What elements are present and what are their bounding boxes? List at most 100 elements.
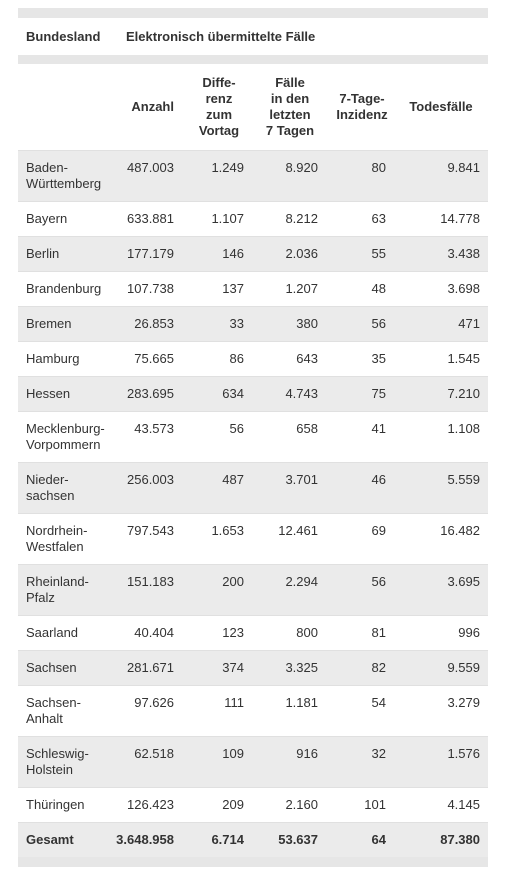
cell-value: 86 [182, 341, 252, 377]
state-name: Gesamt [18, 822, 112, 857]
cell-value: 3.695 [394, 564, 488, 616]
cell-value: 46 [326, 462, 394, 514]
state-name: Hessen [18, 376, 112, 412]
state-name: Brandenburg [18, 271, 112, 307]
cell-value: 54 [326, 685, 394, 737]
state-name: Hamburg [18, 341, 112, 377]
cell-value: 53.637 [252, 822, 326, 857]
state-name: Bremen [18, 306, 112, 342]
table-row: Brandenburg 107.738 137 1.207 48 3.698 [18, 271, 488, 307]
cell-value: 487.003 [112, 150, 182, 202]
cell-value: 62.518 [112, 736, 182, 788]
table-row: Nieder- sachsen 256.003 487 3.701 46 5.559 [18, 462, 488, 514]
bottom-strip [18, 857, 488, 867]
cell-value: 487 [182, 462, 252, 514]
cell-value: 97.626 [112, 685, 182, 737]
cell-value: 797.543 [112, 513, 182, 565]
table-row: Bremen 26.853 33 380 56 471 [18, 306, 488, 342]
cell-value: 380 [252, 306, 326, 342]
group-header: Elektronisch übermittelte Fälle [126, 28, 316, 44]
header-strip [18, 55, 488, 64]
table-row: Bayern 633.881 1.107 8.212 63 14.778 [18, 201, 488, 237]
cell-value: 6.714 [182, 822, 252, 857]
cell-value: 14.778 [394, 201, 488, 237]
cell-value: 41 [326, 411, 394, 463]
state-name: Bayern [18, 201, 112, 237]
table-row: Mecklenburg- Vorpommern 43.573 56 658 41 1.10… [18, 411, 488, 463]
table-row: Saarland 40.404 123 800 81 996 [18, 615, 488, 651]
first-column-header: Bundesland [26, 28, 101, 44]
table-row: Hamburg 75.665 86 643 35 1.545 [18, 341, 488, 377]
cell-value: 69 [326, 513, 394, 565]
header-row: Bundesland Elektronisch übermittelte Fäl… [18, 18, 488, 55]
cell-value: 56 [182, 411, 252, 463]
cell-value: 8.920 [252, 150, 326, 202]
cell-value: 75.665 [112, 341, 182, 377]
cell-value: 256.003 [112, 462, 182, 514]
cell-value: 123 [182, 615, 252, 651]
cell-value: 634 [182, 376, 252, 412]
cell-value: 996 [394, 615, 488, 651]
cell-value: 151.183 [112, 564, 182, 616]
cell-value: 12.461 [252, 513, 326, 565]
cell-value: 3.325 [252, 650, 326, 686]
total-row: Gesamt 3.648.958 6.714 53.637 64 87.380 [18, 822, 488, 857]
cell-value: 137 [182, 271, 252, 307]
cell-value: 1.576 [394, 736, 488, 788]
state-name: Nordrhein- Westfalen [18, 513, 112, 565]
column-header: Anzahl [131, 99, 174, 114]
column-header-row: Anzahl Diffe- renz zum Vortag Fälle in den… [18, 64, 488, 151]
state-name: Mecklenburg- Vorpommern [18, 411, 112, 463]
cell-value: 283.695 [112, 376, 182, 412]
cell-value: 63 [326, 201, 394, 237]
table-row: Hessen 283.695 634 4.743 75 7.210 [18, 376, 488, 412]
table-row: Nordrhein- Westfalen 797.543 1.653 12.461 69… [18, 513, 488, 565]
cell-value: 374 [182, 650, 252, 686]
column-header: Fälle in den letzten 7 Tagen [265, 75, 315, 138]
cell-value: 82 [326, 650, 394, 686]
state-name: Sachsen [18, 650, 112, 686]
cell-value: 7.210 [394, 376, 488, 412]
cell-value: 9.559 [394, 650, 488, 686]
cell-value: 111 [182, 685, 252, 737]
cell-value: 146 [182, 236, 252, 272]
cell-value: 1.107 [182, 201, 252, 237]
cell-value: 1.545 [394, 341, 488, 377]
cell-value: 3.279 [394, 685, 488, 737]
cell-value: 9.841 [394, 150, 488, 202]
cell-value: 281.671 [112, 650, 182, 686]
cell-value: 2.160 [252, 787, 326, 823]
cell-value: 2.036 [252, 236, 326, 272]
table-container: Bundesland Elektronisch übermittelte Fäl… [18, 8, 488, 867]
cell-value: 26.853 [112, 306, 182, 342]
cell-value: 1.653 [182, 513, 252, 565]
cell-value: 3.701 [252, 462, 326, 514]
table: Bundesland Elektronisch übermittelte Fäl… [18, 18, 488, 857]
cell-value: 56 [326, 564, 394, 616]
table-row: Sachsen- Anhalt 97.626 111 1.181 54 3.279 [18, 685, 488, 737]
state-name: Sachsen- Anhalt [18, 685, 112, 737]
state-name: Nieder- sachsen [18, 462, 112, 514]
state-name: Berlin [18, 236, 112, 272]
top-strip [18, 8, 488, 18]
cell-value: 916 [252, 736, 326, 788]
cell-value: 3.698 [394, 271, 488, 307]
column-header: Diffe- renz zum Vortag [198, 75, 240, 138]
table-row: Sachsen 281.671 374 3.325 82 9.559 [18, 650, 488, 686]
cell-value: 2.294 [252, 564, 326, 616]
column-header: 7-Tage- Inzidenz [336, 91, 388, 122]
table-row: Schleswig- Holstein 62.518 109 916 32 1.576 [18, 736, 488, 788]
cell-value: 126.423 [112, 787, 182, 823]
cell-value: 1.181 [252, 685, 326, 737]
cell-value: 471 [394, 306, 488, 342]
state-name: Saarland [18, 615, 112, 651]
cell-value: 35 [326, 341, 394, 377]
cell-value: 75 [326, 376, 394, 412]
cell-value: 87.380 [394, 822, 488, 857]
cell-value: 1.249 [182, 150, 252, 202]
cell-value: 5.559 [394, 462, 488, 514]
cell-value: 109 [182, 736, 252, 788]
cell-value: 48 [326, 271, 394, 307]
cell-value: 177.179 [112, 236, 182, 272]
table-row: Thüringen 126.423 209 2.160 101 4.145 [18, 787, 488, 823]
